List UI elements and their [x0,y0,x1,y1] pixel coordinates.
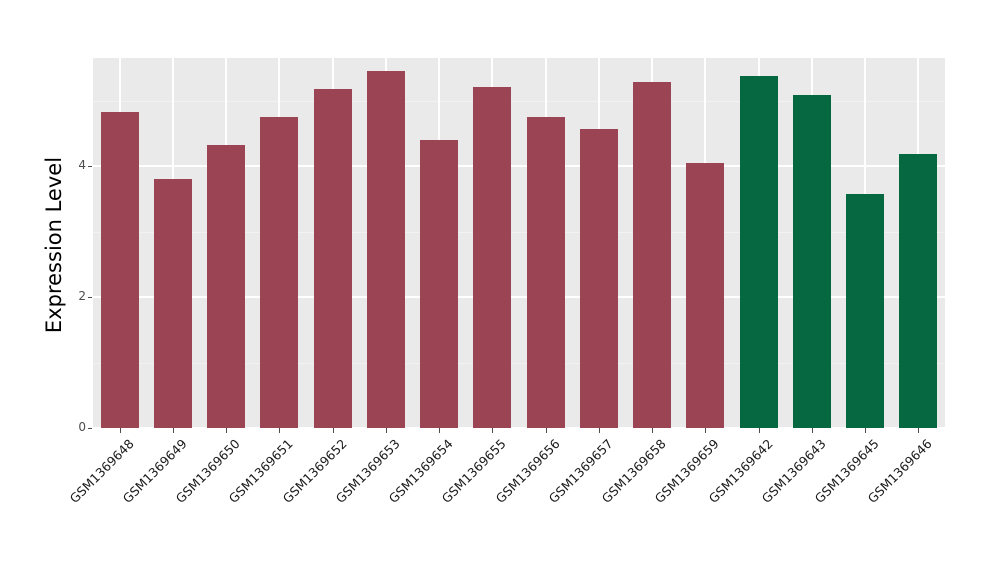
x-tick-mark [811,428,813,433]
x-tick-mark [918,428,920,433]
bar[interactable] [792,95,831,428]
y-tick-label: 0 [78,420,86,434]
gridline-major [93,296,945,299]
x-tick-mark [279,428,281,433]
bar[interactable] [686,162,725,428]
y-tick-label: 2 [78,289,86,304]
bar[interactable] [366,71,405,428]
y-axis-title: Expression Level [42,156,66,334]
x-tick-mark [598,428,600,433]
y-tick-mark [88,166,92,168]
x-tick-mark [492,428,494,433]
bar[interactable] [473,87,512,428]
x-tick-mark [385,428,387,433]
x-tick-mark [758,428,760,433]
y-tick-mark [88,428,92,429]
bar[interactable] [420,139,459,428]
bar[interactable] [846,194,885,428]
gridline-major [93,165,945,168]
gridline-minor [93,100,945,102]
x-tick-mark [332,428,334,433]
x-tick-mark [705,428,707,433]
bar[interactable] [579,128,618,428]
bar[interactable] [100,112,139,428]
bar[interactable] [633,81,672,428]
plot-panel [93,58,945,429]
y-tick-label: 4 [78,158,86,173]
gridline-major [93,427,945,429]
gridline-minor [93,231,945,233]
bar[interactable] [313,88,352,428]
x-tick-mark [545,428,547,433]
x-tick-mark [865,428,867,433]
gridline-minor [93,362,945,364]
bar[interactable] [260,116,299,428]
x-tick-mark [652,428,654,433]
x-tick-mark [119,428,121,433]
bar[interactable] [207,145,246,428]
x-tick-mark [172,428,174,433]
bar[interactable] [526,116,565,428]
bar[interactable] [153,179,192,428]
x-tick-mark [439,428,441,433]
bar[interactable] [899,153,938,428]
bar[interactable] [739,76,778,428]
y-tick-mark [88,297,92,299]
x-tick-mark [226,428,228,433]
